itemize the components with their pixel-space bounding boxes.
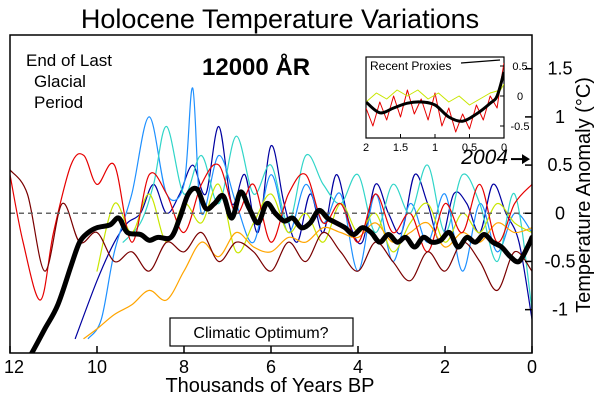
series-layer — [10, 87, 532, 340]
inset-chart: 2 1.5 1 0.5 0 0.5 0 -0.5 Recent Proxies — [363, 56, 529, 154]
inset-y-tick-label: 0 — [517, 91, 523, 103]
y-tick-label: -0.5 — [544, 251, 575, 271]
inset-y-ticks: 0.5 0 -0.5 — [500, 61, 529, 133]
y-tick-label: 1 — [555, 107, 565, 127]
inset-series-layer — [366, 62, 504, 133]
inset-series-2 — [366, 83, 504, 106]
x-axis-ticks: 12 10 8 6 4 2 0 — [4, 346, 537, 377]
inset-series-mean — [366, 71, 504, 123]
series-line-6 — [10, 153, 532, 301]
year-marker-label: 2004 — [460, 146, 508, 169]
x-tick-label: 12 — [4, 357, 24, 377]
annotation-end-line3: Period — [34, 93, 83, 112]
x-tick-label: 2 — [440, 357, 450, 377]
y-tick-label: 0.5 — [547, 155, 572, 175]
annotation-end-line2: Glacial — [34, 72, 86, 91]
y-tick-label: 0 — [555, 203, 565, 223]
x-tick-label: 6 — [266, 357, 276, 377]
series-line-7 — [10, 169, 532, 291]
inset-x-tick-label: 1.5 — [393, 142, 408, 154]
main-black-layer — [28, 185, 532, 353]
inset-x-tick-label: 0.5 — [462, 142, 477, 154]
x-tick-label: 10 — [87, 357, 107, 377]
x-tick-label: 0 — [527, 357, 537, 377]
series-line-5 — [83, 221, 532, 340]
age-label: 12000 ÅR — [202, 53, 310, 81]
inset-x-ticks: 2 1.5 1 0.5 0 — [363, 134, 507, 154]
inset-x-tick-label: 1 — [432, 142, 438, 154]
x-tick-label: 8 — [179, 357, 189, 377]
optimum-label: Climatic Optimum? — [193, 325, 328, 342]
inset-y-tick-label: -0.5 — [511, 121, 530, 133]
optimum-box — [169, 317, 354, 347]
annotation-end-line1: End of Last — [26, 51, 112, 70]
inset-title-pointer — [460, 59, 501, 64]
y-axis-label: Temperature Anomaly (°C) — [573, 77, 595, 313]
x-axis-label: Thousands of Years BP — [165, 375, 374, 397]
series-line-3 — [122, 125, 532, 311]
inset-y-tick-label: 0.5 — [512, 61, 527, 73]
y-tick-label: -1 — [552, 300, 568, 320]
inset-title: Recent Proxies — [370, 59, 451, 73]
y-tick-label: 1.5 — [547, 59, 572, 79]
x-tick-label: 4 — [353, 357, 363, 377]
y-axis-ticks: 1.5 1 0.5 0 -0.5 -1 — [525, 59, 576, 320]
chart-title: Holocene Temperature Variations — [81, 4, 479, 34]
series-line-mean — [28, 185, 532, 353]
inset-x-tick-label: 2 — [363, 142, 369, 154]
year-marker-arrowhead — [522, 154, 530, 165]
inset-x-tick-label: 0 — [501, 142, 507, 154]
